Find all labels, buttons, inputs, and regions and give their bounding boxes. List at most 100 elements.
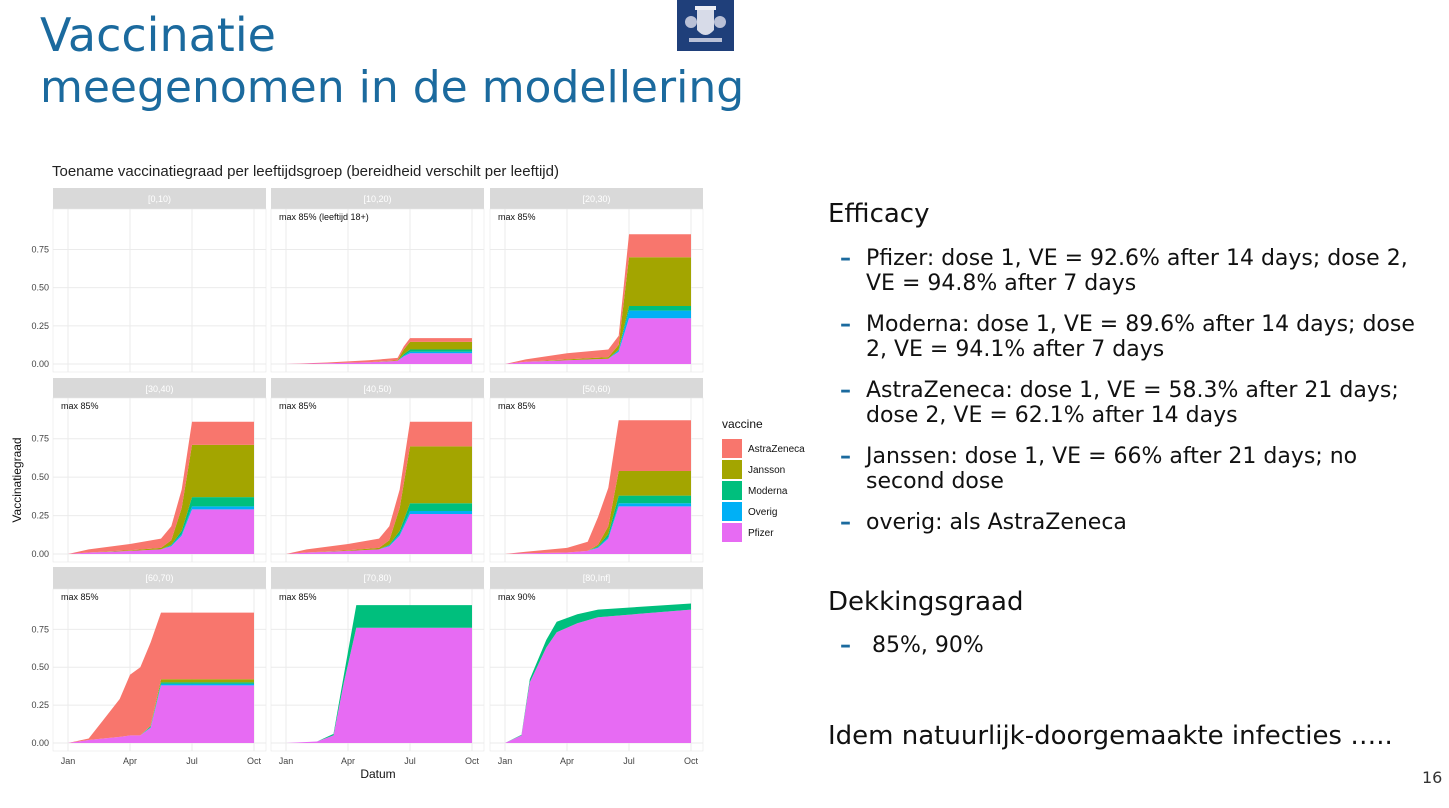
y-tick-label: 0.00 (31, 359, 49, 369)
panel-annotation: max 85% (279, 592, 317, 602)
efficacy-heading: Efficacy (828, 199, 930, 229)
legend-label: Moderna (748, 486, 788, 497)
bullet-text: Moderna: dose 1, VE = 89.6% after 14 day… (866, 312, 1415, 362)
legend-label: Pfizer (748, 528, 774, 539)
area-pfizer (68, 685, 254, 743)
area-moderna (505, 495, 691, 554)
panel-annotation: max 85% (61, 592, 99, 602)
y-tick-label: 0.75 (31, 245, 49, 255)
facet-label: [30,40) (145, 384, 173, 394)
bullet-dash: – (840, 633, 851, 658)
legend-label: Jansson (748, 465, 785, 476)
bullet-dash: – (840, 444, 851, 469)
bullet-text: Pfizer: dose 1, VE = 92.6% after 14 days… (866, 246, 1408, 296)
page-number: 16 (1422, 768, 1443, 787)
facet-label: [40,50) (363, 384, 391, 394)
x-tick-label: Jan (498, 756, 513, 766)
y-tick-label: 0.50 (31, 662, 49, 672)
x-tick-label: Apr (341, 756, 355, 766)
facet-label: [10,20) (363, 194, 391, 204)
efficacy-bullet-moderna: – Moderna: dose 1, VE = 89.6% after 14 da… (840, 312, 1431, 362)
chart-title: Toename vaccinatiegraad per leeftijdsgro… (52, 163, 559, 180)
facet-label: [0,10) (148, 194, 171, 204)
panel-annotation: max 85% (498, 212, 536, 222)
efficacy-bullet-janssen: – Janssen: dose 1, VE = 66% after 21 days… (840, 444, 1431, 494)
facet-label: [20,30) (582, 194, 610, 204)
legend-swatch (722, 439, 742, 458)
area-moderna (505, 603, 691, 743)
facet-label: [50,60) (582, 384, 610, 394)
slide-title: Vaccinatie (40, 8, 276, 62)
y-axis-title: Vaccinatiegraad (10, 437, 24, 522)
bullet-text: 85%, 90% (872, 633, 984, 658)
facet-strip (271, 378, 484, 398)
bullet-dash: – (840, 312, 851, 337)
facet-strip (490, 567, 703, 589)
bullet-text: overig: als AstraZeneca (866, 510, 1127, 535)
bullet-dash: – (840, 510, 851, 535)
y-tick-label: 0.25 (31, 321, 49, 331)
area-jansson (68, 444, 254, 554)
area-astrazeneca (68, 421, 254, 554)
bullet-text: AstraZeneca: dose 1, VE = 58.3% after 21… (866, 378, 1399, 428)
facet-label: [80,Inf] (583, 573, 611, 583)
bullet-text: Janssen: dose 1, VE = 66% after 21 days;… (866, 444, 1358, 494)
legend-swatch (722, 502, 742, 521)
vaccination-chart: [0,10) 0.00 0.25 0.50 0.75 [10,20) max 85% (le… (10, 188, 805, 781)
logo (677, 0, 734, 51)
area-overig (286, 351, 472, 364)
x-tick-label: Apr (123, 756, 137, 766)
bullet-dash: – (840, 246, 851, 271)
efficacy-bullet-pfizer: – Pfizer: dose 1, VE = 92.6% after 14 day… (840, 246, 1431, 296)
legend-label: Overig (748, 507, 777, 518)
panel-background (52, 208, 267, 373)
area-pfizer (505, 506, 691, 554)
area-jansson (286, 341, 472, 364)
x-tick-label: Jul (404, 756, 416, 766)
x-tick-label: Oct (247, 756, 262, 766)
legend-swatch (722, 481, 742, 500)
coat-of-arms-icon (685, 6, 726, 42)
area-moderna (286, 503, 472, 554)
area-jansson (505, 257, 691, 364)
area-astrazeneca (505, 420, 691, 554)
facet-label: [70,80) (363, 573, 391, 583)
facet-strip (53, 188, 266, 209)
area-pfizer (505, 318, 691, 364)
legend-swatch (722, 523, 742, 542)
area-moderna (286, 605, 472, 743)
panel-annotation: max 85% (61, 401, 99, 411)
panel-annotation: max 85% (498, 401, 536, 411)
x-tick-label: Apr (560, 756, 574, 766)
y-tick-label: 0.75 (31, 434, 49, 444)
y-tick-label: 0.00 (31, 738, 49, 748)
x-tick-label: Jan (61, 756, 76, 766)
footer-note: Idem natuurlijk-doorgemaakte infecties …… (828, 721, 1393, 751)
x-tick-label: Oct (684, 756, 699, 766)
y-tick-label: 0.25 (31, 511, 49, 521)
x-tick-label: Jul (623, 756, 635, 766)
efficacy-bullet-overig: – overig: als AstraZeneca (840, 510, 1431, 535)
area-jansson (505, 471, 691, 554)
facet-strip (271, 567, 484, 589)
legend-swatch (722, 460, 742, 479)
dekkingsgraad-bullet: –85%, 90% (840, 633, 1437, 658)
panel-annotation: max 85% (279, 401, 317, 411)
area-moderna (286, 349, 472, 364)
area-pfizer (68, 509, 254, 554)
y-tick-label: 0.50 (31, 472, 49, 482)
x-tick-label: Jul (186, 756, 198, 766)
area-overig (505, 310, 691, 364)
panel-annotation: max 85% (leeftijd 18+) (279, 212, 369, 222)
bullet-dash: – (840, 378, 851, 403)
facet-strip (490, 378, 703, 398)
area-pfizer (286, 627, 472, 743)
area-pfizer (286, 514, 472, 554)
y-tick-label: 0.50 (31, 283, 49, 293)
facet-strip (271, 188, 484, 209)
area-astrazeneca (68, 612, 254, 743)
facet-label: [60,70) (145, 573, 173, 583)
x-tick-label: Jan (279, 756, 294, 766)
legend-label: AstraZeneca (748, 444, 805, 455)
area-astrazeneca (505, 234, 691, 364)
